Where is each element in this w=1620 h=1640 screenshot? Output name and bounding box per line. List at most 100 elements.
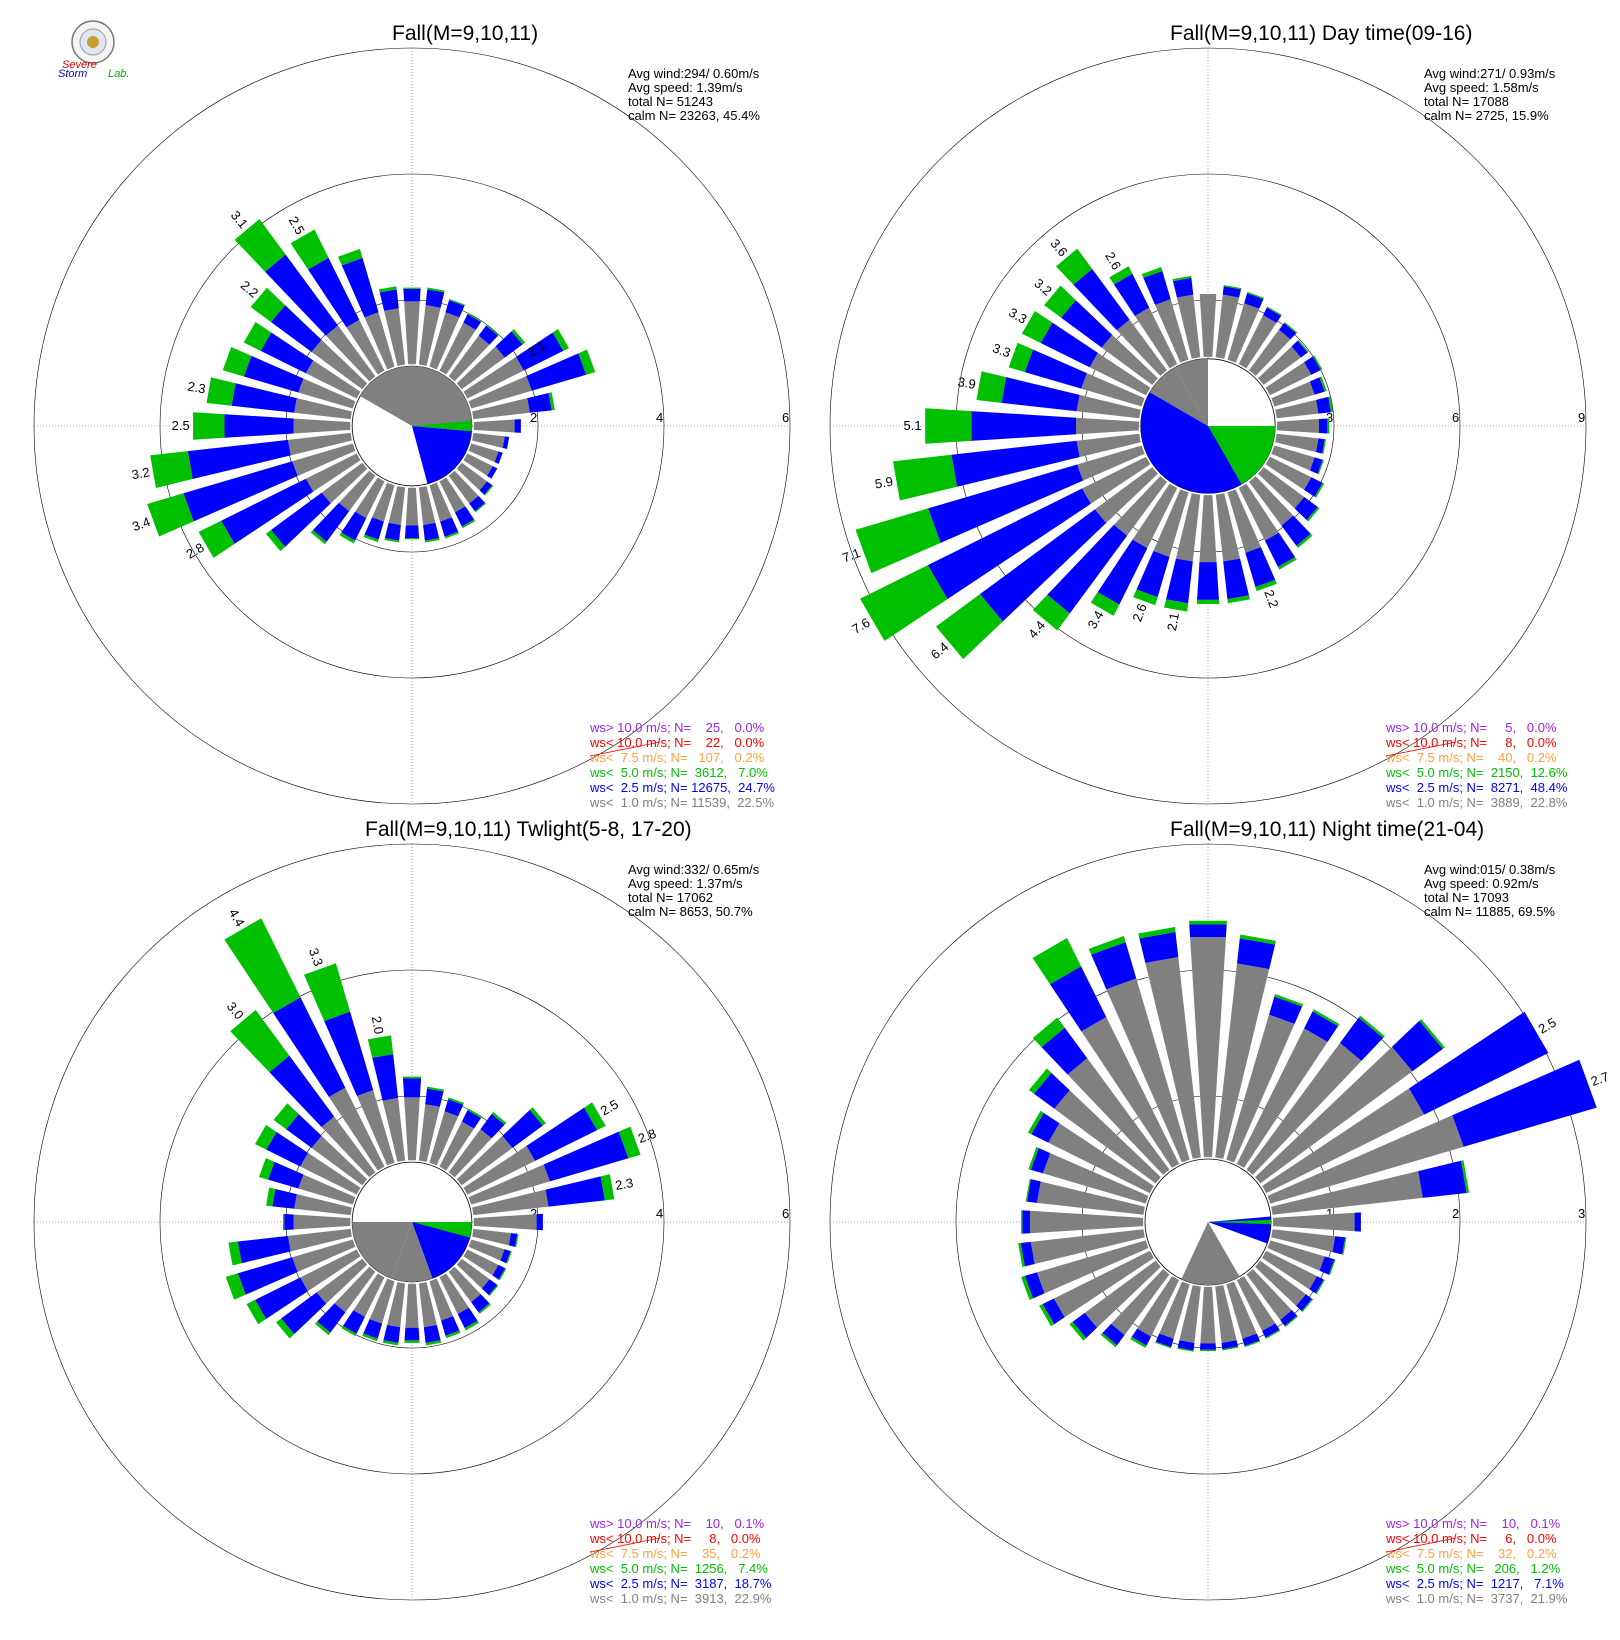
- bar-segment-gray: [1190, 937, 1226, 1158]
- bar-segment-blue: [341, 511, 367, 541]
- bar-total-label: 2.3: [614, 1175, 634, 1193]
- bar-segment-green: [467, 313, 482, 323]
- stats-line: Avg speed: 1.58m/s: [1424, 80, 1539, 95]
- bar-segment-blue: [469, 495, 486, 512]
- bar-segment-green: [367, 1035, 394, 1058]
- legend-entry: ws< 7.5 m/s; N= 32, 0.2%: [1385, 1546, 1557, 1561]
- bar-segment-green: [860, 565, 948, 641]
- bar-segment-gray: [429, 1111, 459, 1166]
- bar-segment-blue: [1269, 996, 1303, 1024]
- bar-segment-gray: [448, 335, 490, 382]
- bar-segment-green: [925, 408, 972, 444]
- bar-total-label: 3.2: [130, 464, 150, 482]
- bar-segment-green: [225, 1273, 246, 1300]
- bar-segment-green: [548, 392, 555, 411]
- legend-entry: ws< 10.0 m/s; N= 8, 0.0%: [589, 1531, 761, 1546]
- bar-segment-blue: [260, 332, 314, 374]
- bar-segment-blue: [1263, 307, 1282, 323]
- bar-segment-green: [1247, 291, 1264, 300]
- bar-segment-green: [1028, 1147, 1039, 1170]
- bar-segment-green: [304, 963, 351, 1021]
- bar-segment-green: [1090, 592, 1120, 616]
- bar-segment-blue: [1316, 396, 1332, 414]
- bar-segment-gray: [369, 1278, 395, 1324]
- bar-segment-gray: [418, 1282, 437, 1328]
- stats-line: Avg wind:015/ 0.38m/s: [1424, 862, 1556, 877]
- bar-segment-gray: [1275, 433, 1319, 453]
- logo-seal-core: [87, 36, 99, 48]
- bar-segment-green: [1342, 1237, 1347, 1255]
- bar-segment-gray: [463, 453, 493, 476]
- calm-sector: [391, 1222, 433, 1282]
- legend-entry: ws< 1.0 m/s; N= 3889, 22.8%: [1385, 795, 1568, 810]
- stats-line: calm N= 11885, 69.5%: [1424, 904, 1555, 919]
- bar-segment-blue: [951, 440, 1080, 487]
- bar-segment-gray: [384, 308, 406, 366]
- bar-segment-blue: [1047, 524, 1128, 614]
- bar-segment-green: [426, 1086, 445, 1092]
- bar-segment-gray: [1137, 1276, 1180, 1337]
- bar-segment-gray: [404, 1097, 420, 1161]
- bar-segment-gray: [1267, 1115, 1464, 1204]
- bar-segment-green: [1008, 342, 1033, 373]
- bar-segment-blue: [1197, 562, 1219, 600]
- chart-title: Fall(M=9,10,11): [392, 22, 538, 45]
- bar-segment-blue: [492, 1264, 506, 1280]
- bar-segment-gray: [294, 1194, 352, 1216]
- bar-segment-gray: [293, 1214, 351, 1230]
- bar-segment-green: [273, 1103, 299, 1130]
- bar-segment-gray: [1246, 1042, 1362, 1175]
- calm-sector: [352, 1222, 412, 1279]
- bar-segment-green: [1021, 1275, 1033, 1300]
- calm-sector: [1208, 426, 1276, 485]
- bar-segment-blue: [1155, 1333, 1174, 1348]
- bar-segment-blue: [187, 439, 291, 480]
- bar-segment-blue: [1102, 1323, 1125, 1346]
- windrose-panel-fall-all: Fall(M=9,10,11) 2 4 6 Avg wind:294/ 0.60m/sA…: [33, 22, 791, 810]
- bar-segment-blue: [268, 1161, 304, 1189]
- calm-sector: [412, 1222, 472, 1238]
- bar-segment-gray: [1267, 1240, 1325, 1271]
- bar-segment-gray: [439, 477, 466, 513]
- bar-segment-gray: [1271, 1171, 1423, 1215]
- bar-total-label: 2.5: [286, 214, 308, 237]
- bar-segment-green: [265, 529, 286, 552]
- bar-segment-gray: [1215, 963, 1270, 1159]
- bar-segment-blue: [1264, 532, 1296, 567]
- bar-segment-green: [464, 1320, 479, 1331]
- bar-total-label: 3.1: [228, 208, 251, 231]
- bar-segment-gray: [468, 376, 532, 409]
- bar-segment-gray: [468, 1164, 550, 1205]
- bar-segment-blue: [383, 1324, 401, 1343]
- bar-segment-green: [1199, 1349, 1217, 1352]
- bar-segment-gray: [355, 477, 385, 519]
- bar-segment-gray: [1111, 1269, 1170, 1336]
- bar-segment-gray: [1030, 1229, 1145, 1264]
- bar-segment-green: [618, 1126, 641, 1159]
- legend-entry: ws< 2.5 m/s; N= 12675, 24.7%: [589, 780, 775, 795]
- bar-segment-gray: [1084, 1260, 1161, 1328]
- bar-segment-green: [404, 538, 420, 540]
- bar-segment-green: [1223, 285, 1242, 290]
- bar-segment-blue: [479, 481, 493, 495]
- bar-segment-green: [448, 1097, 465, 1105]
- bar-segment-blue: [265, 254, 338, 336]
- bar-segment-green: [382, 1340, 399, 1346]
- bar-segment-green: [484, 485, 494, 496]
- legend-entry: ws< 7.5 m/s; N= 40, 0.2%: [1385, 750, 1557, 765]
- bar-segment-blue: [231, 383, 297, 413]
- bar-segment-blue: [1245, 547, 1276, 588]
- bar-segment-gray: [404, 301, 420, 365]
- bar-segment-gray: [1106, 978, 1190, 1163]
- legend-entry: ws< 5.0 m/s; N= 1256, 7.4%: [589, 1561, 768, 1576]
- bar-segment-blue: [308, 257, 360, 328]
- bar-segment-gray: [448, 1266, 481, 1303]
- bar-segment-gray: [1238, 483, 1279, 541]
- bar-segment-blue: [324, 1011, 374, 1097]
- legend-strike: [589, 1537, 661, 1553]
- bar-segment-green: [1155, 1341, 1172, 1349]
- bar-segment-gray: [316, 1258, 368, 1304]
- bar-segment-green: [1317, 459, 1324, 475]
- logo-line2: Storm: [58, 68, 87, 80]
